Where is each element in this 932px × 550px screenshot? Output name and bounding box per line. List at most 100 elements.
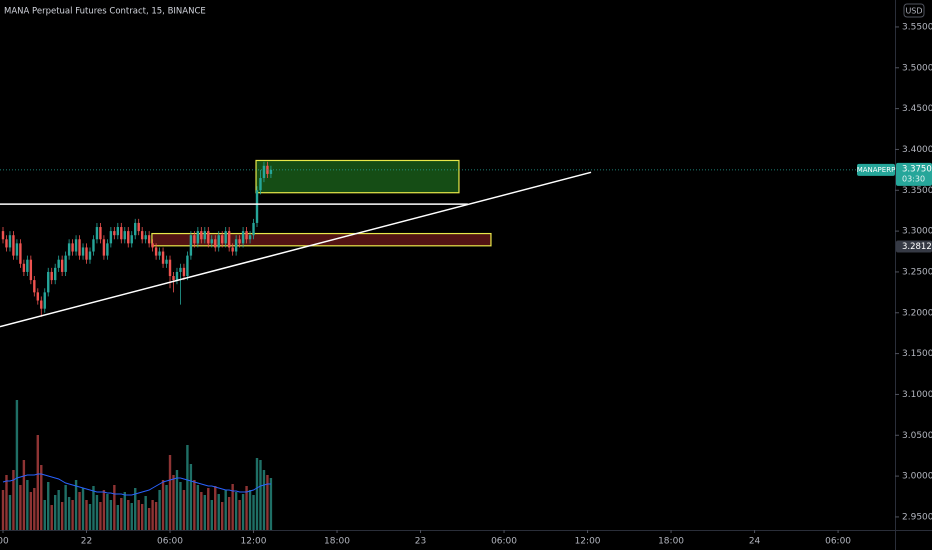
candle-body xyxy=(81,247,85,256)
candle-body xyxy=(5,239,8,248)
volume-bar xyxy=(193,480,196,530)
candle-body xyxy=(1,231,5,240)
candle-body xyxy=(22,263,26,272)
candle-body xyxy=(196,231,200,244)
candle-body xyxy=(130,235,133,244)
countdown-label: 03:30 xyxy=(902,174,925,183)
volume-bar xyxy=(207,488,210,530)
candle-body xyxy=(221,235,224,244)
y-tick-label: 3.5000 xyxy=(902,63,932,73)
volume-bar xyxy=(1,490,5,530)
volume-bar xyxy=(252,495,255,530)
volume-bar xyxy=(210,500,213,530)
candle-body xyxy=(255,190,259,223)
candle-body xyxy=(29,259,33,281)
volume-bar xyxy=(134,488,137,530)
candle-body xyxy=(19,243,22,264)
volume-bar xyxy=(147,508,151,530)
candle-body xyxy=(134,222,137,236)
volume-bar xyxy=(227,497,231,530)
volume-bar xyxy=(113,485,116,530)
volume-bar xyxy=(123,492,126,530)
x-tick-label: 12:00 xyxy=(575,537,601,547)
candle-body xyxy=(140,231,144,240)
volume-bar xyxy=(203,495,207,530)
candle-body xyxy=(116,227,120,236)
volume-bar xyxy=(241,494,245,530)
volume-bar xyxy=(99,502,102,530)
volume-bar xyxy=(109,500,113,530)
volume-bar xyxy=(165,485,168,530)
candle-body xyxy=(43,292,46,309)
candle-body xyxy=(151,243,154,248)
volume-bar xyxy=(262,470,266,530)
volume-bar xyxy=(102,490,106,530)
volume-ma-line xyxy=(2,473,271,496)
volume-bar xyxy=(269,478,273,530)
volume-bar xyxy=(130,503,133,530)
candle-body xyxy=(245,231,248,240)
volume-bar xyxy=(127,500,130,530)
candle-body xyxy=(74,239,78,252)
volume-bar xyxy=(217,494,220,530)
trend-line xyxy=(0,171,592,328)
volume-bar xyxy=(74,480,78,530)
volume-bar xyxy=(36,435,39,530)
candle-body xyxy=(85,247,88,260)
candle-body xyxy=(248,235,252,240)
volume-bar xyxy=(144,496,147,530)
candle-body xyxy=(161,251,165,264)
candle-body xyxy=(234,239,238,252)
volume-bar xyxy=(8,495,12,530)
currency-button[interactable] xyxy=(903,3,925,18)
candle-body xyxy=(26,259,29,272)
volume-bar xyxy=(53,495,57,530)
candle-body xyxy=(8,235,12,248)
candle-body xyxy=(33,280,36,293)
candle-body xyxy=(113,231,116,236)
y-tick-label: 3.4500 xyxy=(902,104,932,114)
x-tick-label: 23 xyxy=(415,537,426,547)
candle-body xyxy=(92,239,95,252)
volume-bar xyxy=(248,490,252,530)
candle-body xyxy=(186,255,189,277)
volume-bar xyxy=(231,484,234,530)
candle-body xyxy=(120,227,123,240)
volume-bar xyxy=(64,485,67,530)
volume-bar xyxy=(5,475,8,530)
y-tick-label: 3.0000 xyxy=(902,472,932,482)
marker-price-label: 3.2812 xyxy=(902,242,932,252)
y-tick-label: 3.2500 xyxy=(902,267,932,277)
volume-bar xyxy=(116,505,120,530)
volume-bar xyxy=(189,464,193,530)
candle-body xyxy=(53,267,57,281)
candle-body xyxy=(224,231,227,244)
volume-bar xyxy=(214,486,217,530)
x-tick-label: 00 xyxy=(0,537,9,547)
volume-bar xyxy=(200,492,203,530)
candle-body xyxy=(67,243,71,256)
x-tick-label: 06:00 xyxy=(157,537,183,547)
zone-rect xyxy=(151,232,492,247)
candle-body xyxy=(207,231,210,244)
candle-body xyxy=(144,235,147,240)
candle-body xyxy=(200,231,203,240)
volume-bar xyxy=(234,492,238,530)
volume-bar xyxy=(81,488,85,530)
candle-body xyxy=(47,271,50,293)
marker-price-tag xyxy=(896,240,932,253)
candle-body xyxy=(102,239,106,256)
volume-bar xyxy=(186,445,189,530)
chart-title: MANA Perpetual Futures Contract, 15, BIN… xyxy=(4,7,206,17)
last-price-label: 3.3750 xyxy=(902,164,932,174)
volume-bar xyxy=(224,490,227,530)
currency-label[interactable]: USD xyxy=(905,7,922,16)
volume-bar xyxy=(106,494,109,530)
x-tick-label: 12:00 xyxy=(241,537,267,547)
candle-body xyxy=(57,259,60,268)
x-tick-label: 06:00 xyxy=(825,537,851,547)
volume-bar xyxy=(179,482,182,530)
y-tick-label: 3.1000 xyxy=(902,390,932,400)
volume-bar xyxy=(238,500,241,530)
